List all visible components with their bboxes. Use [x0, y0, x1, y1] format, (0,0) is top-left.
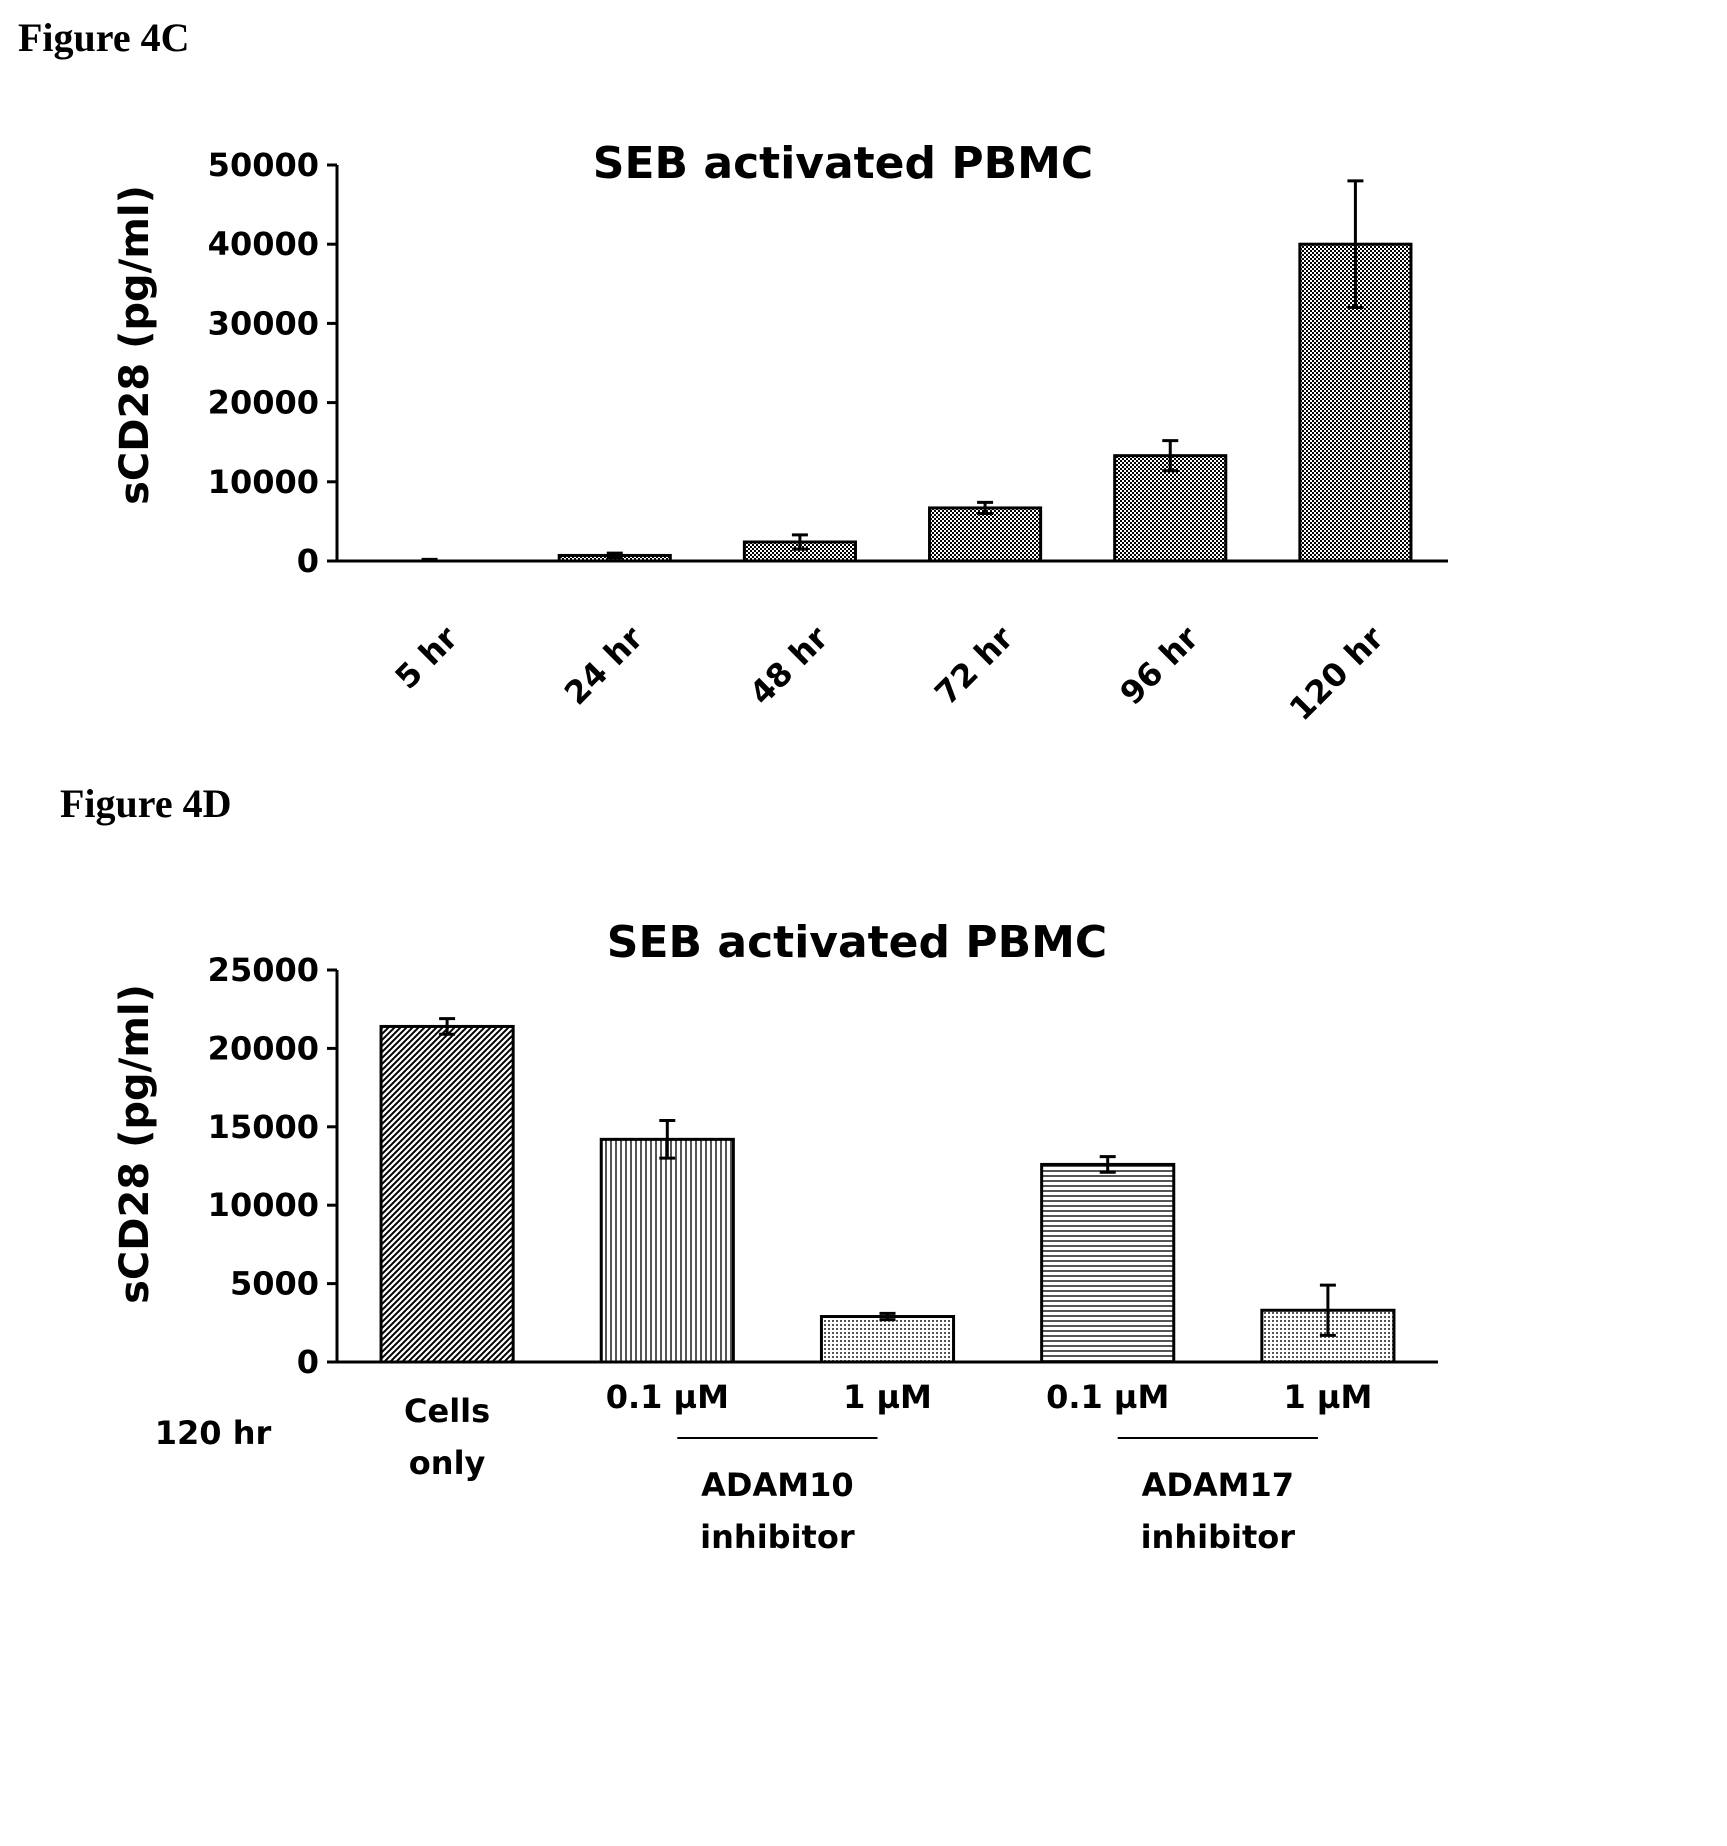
group-label: inhibitor — [700, 1518, 855, 1556]
y-tick-label: 30000 — [208, 304, 319, 342]
bar — [819, 1315, 956, 1364]
chart-4d-title: SEB activated PBMC — [607, 917, 1107, 968]
bar — [1040, 1162, 1176, 1364]
chart-4c-y-axis-label: sCD28 (pg/ml) — [112, 185, 158, 505]
x-tick-label: 48 hr — [742, 619, 836, 713]
y-tick-label: 40000 — [208, 225, 319, 263]
x-tick-label: 1 µM — [843, 1378, 932, 1416]
bar — [1113, 454, 1228, 563]
y-tick-label: 5000 — [230, 1265, 319, 1303]
y-tick-label: 50000 — [208, 146, 319, 184]
bar — [928, 506, 1043, 563]
chart-4d: SEB activated PBMC sCD28 (pg/ml) 0 5000 10… — [112, 917, 1438, 1556]
y-tick-label: 0 — [297, 1343, 319, 1381]
group-label: ADAM17 — [1142, 1466, 1294, 1504]
figure-4d-label: Figure 4D — [60, 781, 232, 826]
y-tick-label: 10000 — [208, 463, 319, 501]
y-tick-label: 20000 — [208, 1029, 319, 1067]
x-tick-label: Cells — [404, 1392, 490, 1430]
chart-4c-title: SEB activated PBMC — [593, 138, 1093, 189]
x-tick-label: only — [409, 1444, 486, 1482]
x-tick-label: 120 hr — [1282, 619, 1391, 728]
y-tick-label: 25000 — [208, 951, 319, 989]
x-tick-label: 5 hr — [387, 619, 465, 697]
x-tick-label: 72 hr — [927, 619, 1021, 713]
y-tick-label: 0 — [297, 542, 319, 580]
x-tick-label: 96 hr — [1112, 619, 1206, 713]
group-label: inhibitor — [1141, 1518, 1296, 1556]
x-tick-label: 1 µM — [1284, 1378, 1373, 1416]
chart-4d-timepoint-label: 120 hr — [155, 1414, 272, 1452]
bar — [379, 1024, 515, 1364]
x-tick-label: 24 hr — [557, 619, 651, 713]
chart-4d-y-axis-label: sCD28 (pg/ml) — [112, 984, 158, 1304]
group-label: ADAM10 — [701, 1466, 853, 1504]
y-tick-label: 10000 — [208, 1186, 319, 1224]
y-tick-label: 20000 — [208, 384, 319, 422]
bar — [599, 1137, 735, 1364]
x-tick-label: 0.1 µM — [1046, 1378, 1169, 1416]
figure-4c-label: Figure 4C — [18, 15, 190, 60]
chart-4c: SEB activated PBMC sCD28 (pg/ml) 0 10000 2… — [112, 138, 1448, 728]
x-tick-label: 0.1 µM — [606, 1378, 729, 1416]
y-tick-label: 15000 — [208, 1108, 319, 1146]
